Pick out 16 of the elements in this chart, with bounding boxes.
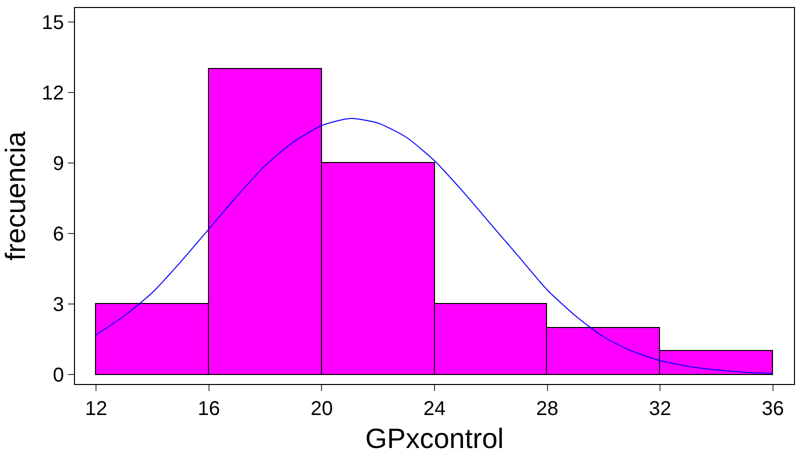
y-tick-label: 12 — [42, 82, 64, 105]
y-tick-label: 9 — [52, 153, 64, 176]
x-tick-label: 28 — [536, 398, 558, 420]
x-tick-label: 20 — [310, 398, 333, 420]
y-tick-label: 3 — [52, 294, 64, 316]
x-tick-label: 12 — [85, 398, 108, 420]
y-tick-label: 15 — [42, 12, 64, 34]
y-axis-title: frecuencia — [0, 130, 31, 261]
line-series — [96, 118, 774, 374]
y-tick-label: 6 — [52, 224, 64, 246]
x-tick-label: 24 — [423, 398, 446, 420]
y-tick-label: 0 — [52, 364, 64, 387]
x-tick-label: 36 — [762, 398, 784, 420]
x-tick-label: 32 — [648, 398, 672, 420]
x-axis-title: GPxcontrol — [365, 423, 504, 454]
x-tick-label: 16 — [198, 398, 220, 420]
